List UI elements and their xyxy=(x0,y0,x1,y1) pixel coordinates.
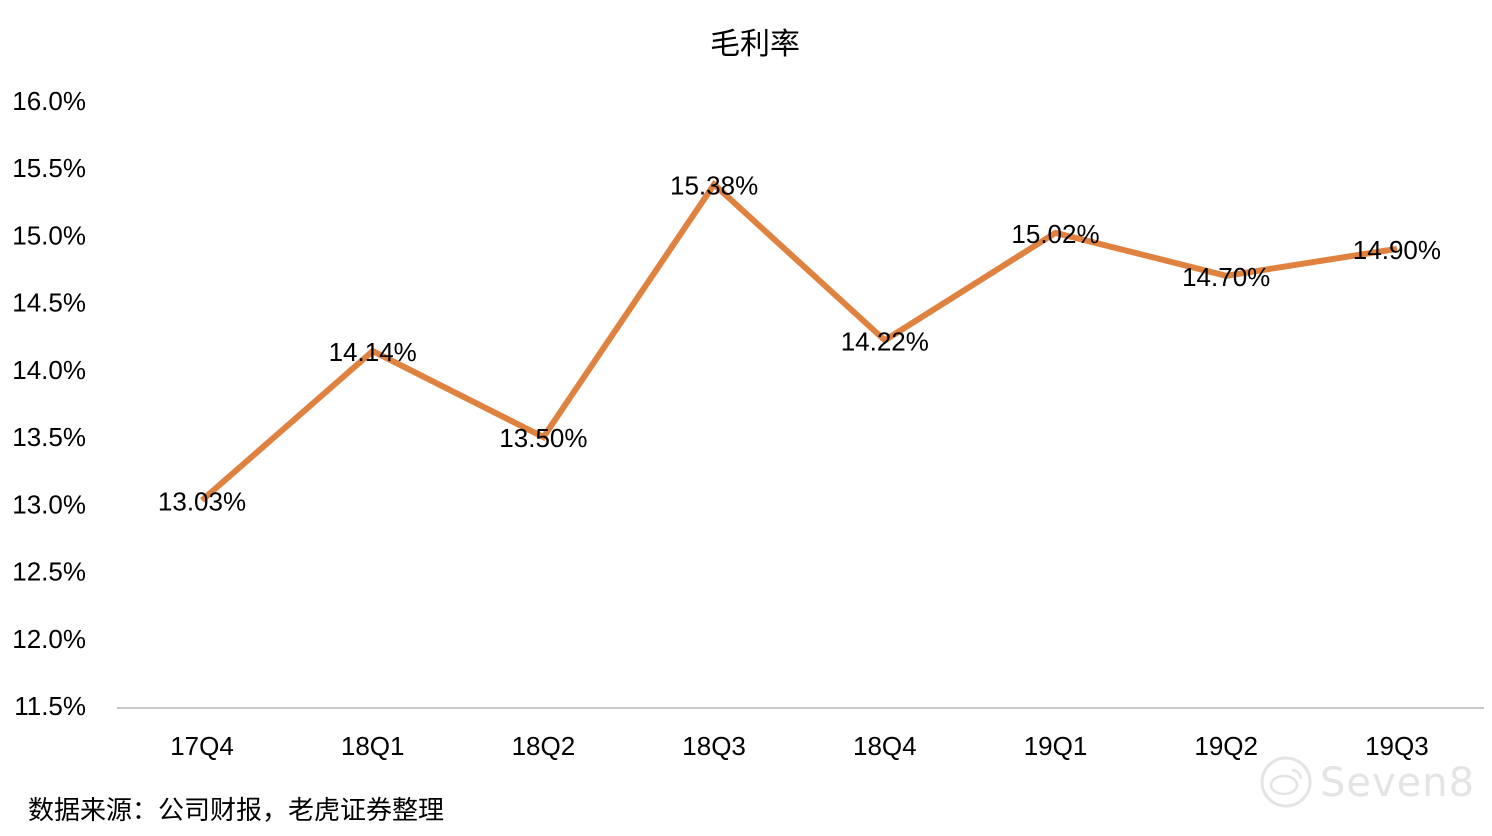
y-tick-label: 12.5% xyxy=(12,557,86,587)
data-labels: 13.03% 14.14% 13.50% 15.38% 14.22% 15.02% 14.7… xyxy=(158,170,1441,516)
watermark-text: Seven8 xyxy=(1320,760,1476,806)
data-label: 15.38% xyxy=(670,170,758,200)
data-label: 13.50% xyxy=(499,423,587,453)
x-tick-label: 18Q4 xyxy=(853,731,917,761)
data-point xyxy=(1396,248,1398,250)
data-point xyxy=(201,499,203,501)
chart-title: 毛利率 xyxy=(710,28,800,61)
x-axis: 17Q4 18Q1 18Q2 18Q3 18Q4 19Q1 19Q2 19Q3 xyxy=(170,731,1429,761)
x-tick-label: 19Q3 xyxy=(1365,731,1429,761)
data-label: 14.22% xyxy=(841,326,929,356)
data-point xyxy=(713,183,715,185)
y-tick-label: 12.0% xyxy=(12,624,86,654)
x-tick-label: 17Q4 xyxy=(170,731,234,761)
y-tick-label: 15.5% xyxy=(12,153,86,183)
x-tick-label: 18Q2 xyxy=(512,731,576,761)
series-line xyxy=(200,179,1398,503)
series-group xyxy=(200,179,1398,503)
data-point xyxy=(884,339,886,341)
x-tick-label: 18Q1 xyxy=(341,731,405,761)
data-label: 14.70% xyxy=(1182,262,1270,292)
data-point xyxy=(372,350,374,352)
y-tick-label: 14.0% xyxy=(12,355,86,385)
watermark: Seven8 xyxy=(1258,752,1474,812)
data-point xyxy=(542,436,544,438)
y-tick-label: 13.5% xyxy=(12,422,86,452)
x-tick-label: 19Q1 xyxy=(1024,731,1088,761)
data-point xyxy=(1055,232,1056,234)
data-label: 14.14% xyxy=(329,337,417,367)
y-tick-label: 14.5% xyxy=(12,288,86,318)
y-tick-label: 13.0% xyxy=(12,489,86,519)
x-tick-label: 18Q3 xyxy=(682,731,746,761)
data-point xyxy=(1225,275,1227,277)
data-label: 15.02% xyxy=(1011,219,1099,249)
y-axis: 11.5% 12.0% 12.5% 13.0% 13.5% 14.0% 14.5% 15.0%… xyxy=(12,86,86,721)
weibo-logo-icon xyxy=(1260,756,1312,808)
source-note: 数据来源：公司财报，老虎证券整理 xyxy=(28,795,445,825)
y-tick-label: 16.0% xyxy=(12,86,86,116)
y-tick-label: 11.5% xyxy=(14,691,86,721)
data-label: 13.03% xyxy=(158,486,246,516)
data-label: 14.90% xyxy=(1353,235,1441,265)
x-tick-label: 19Q2 xyxy=(1194,731,1258,761)
y-tick-label: 15.0% xyxy=(12,220,86,250)
